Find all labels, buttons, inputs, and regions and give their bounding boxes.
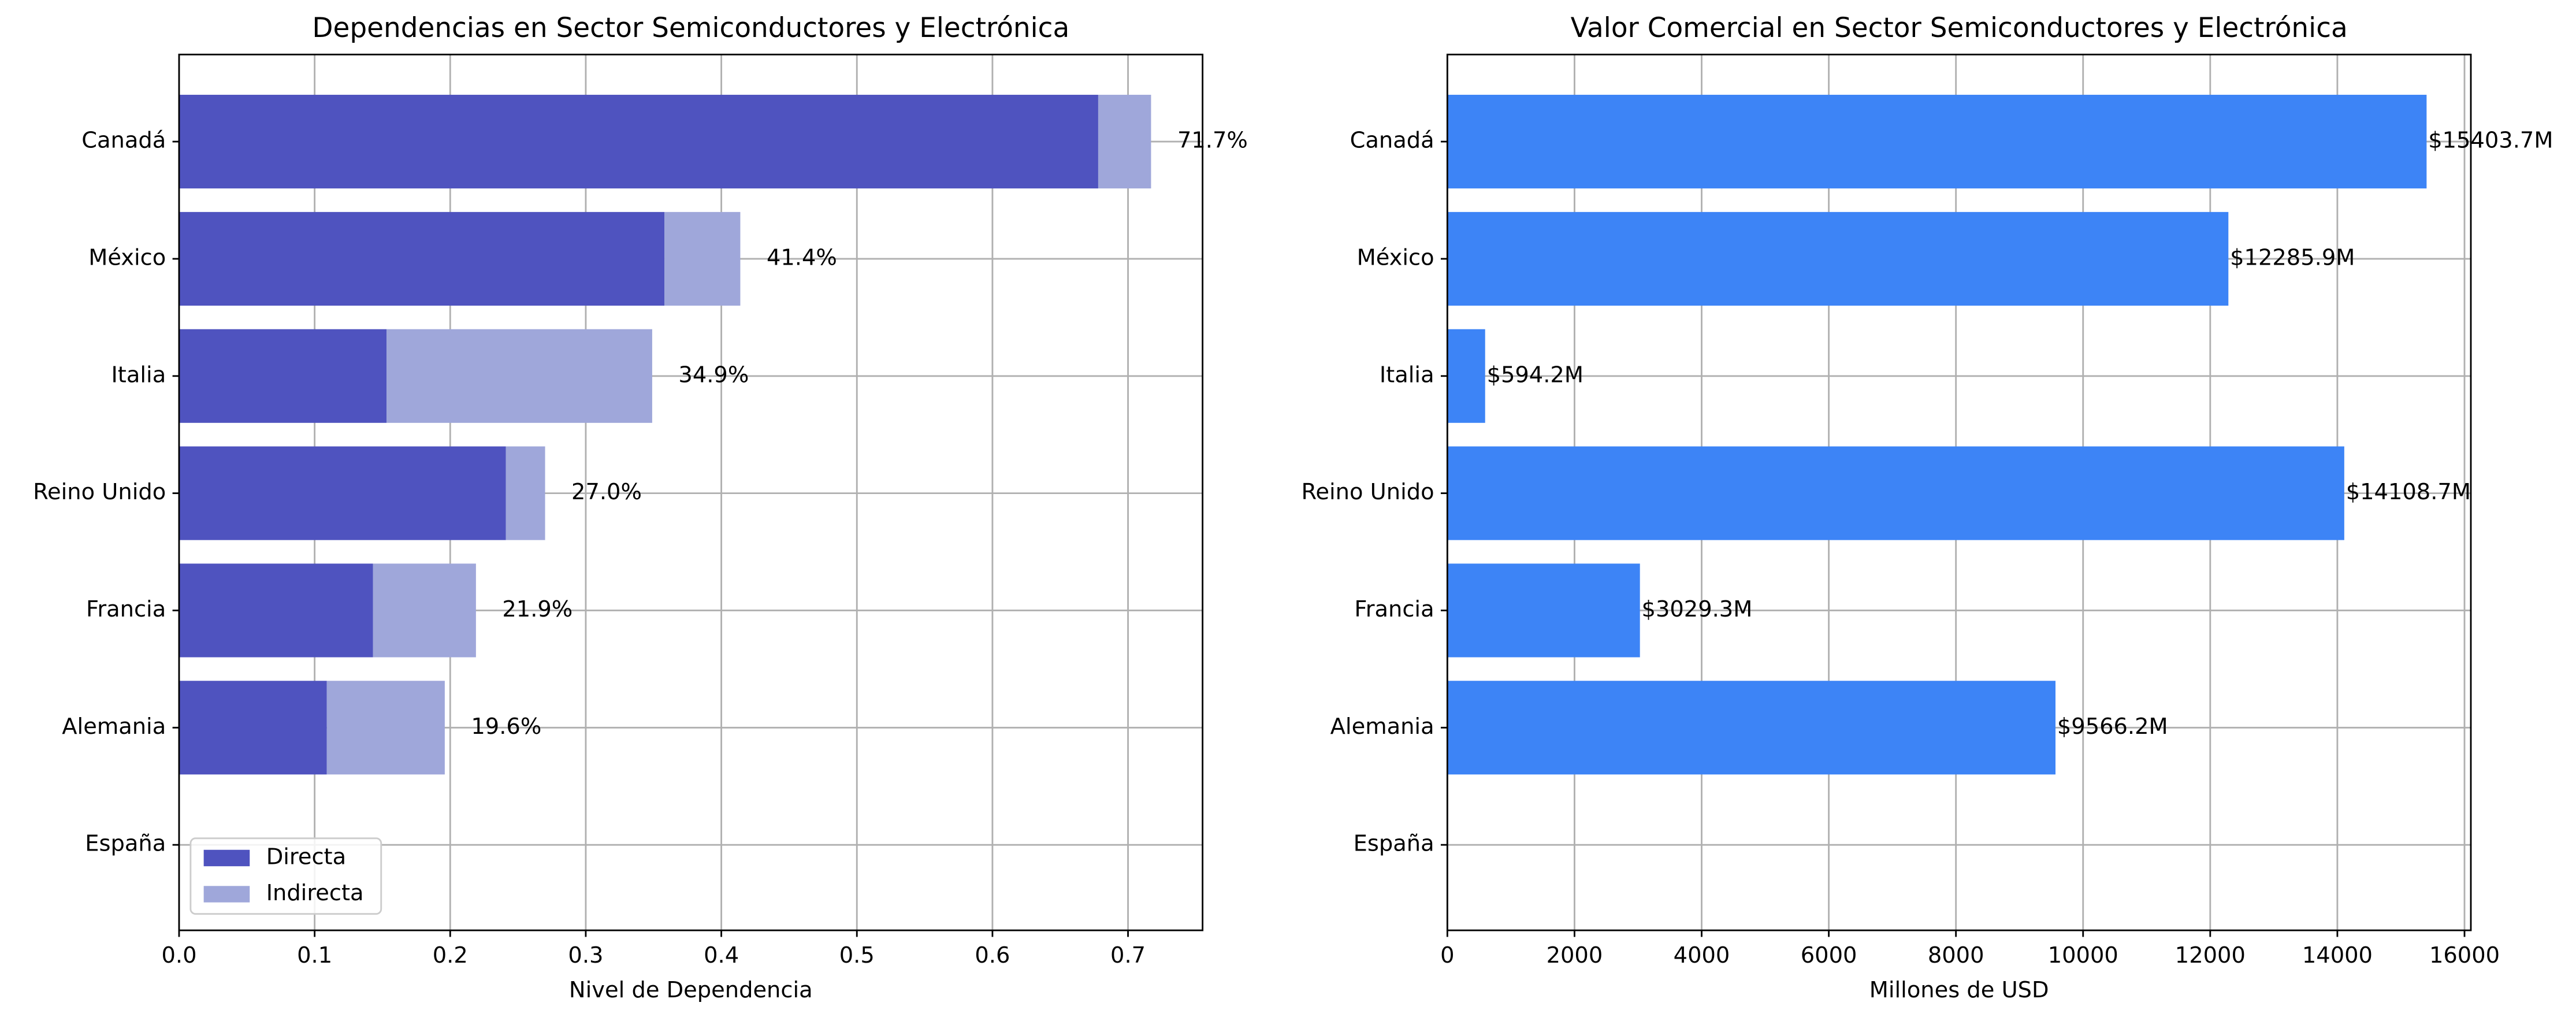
x-axis-label: Millones de USD [1869,977,2049,1003]
y-tick-label: Canadá [81,128,166,154]
total-label: 27.0% [571,479,642,505]
x-tick-label: 0.1 [297,942,332,968]
value-label: $14108.7M [2346,479,2471,505]
x-tick-label: 0.7 [1110,942,1146,968]
axes-frame [178,53,1204,931]
x-tick-label: 0.5 [839,942,875,968]
y-tick-label: Reino Unido [1301,479,1434,505]
bar [1447,681,2056,775]
bar [179,329,386,423]
x-tick-label: 2000 [1547,942,1603,968]
bar [1447,563,1640,658]
x-axis-label: Nivel de Dependencia [569,977,813,1003]
x-tick-label: 16000 [2429,942,2500,968]
chart-title: Valor Comercial en Sector Semiconductore… [1571,12,2348,44]
value-label: $12285.9M [2230,244,2355,270]
x-tick-label: 0.4 [704,942,739,968]
x-tick-label: 0 [1440,942,1454,968]
x-tick-label: 0.0 [161,942,196,968]
total-label: 71.7% [1177,128,1248,154]
total-label: 34.9% [678,362,749,388]
y-tick-label: España [85,831,166,857]
bar [326,681,445,775]
y-tick-label: España [1354,831,1434,857]
axes-frame [1446,53,2472,931]
legend-swatch [203,849,250,867]
bar [179,211,665,306]
bar [179,681,327,775]
y-tick-label: Reino Unido [33,479,166,505]
y-tick-label: Francia [86,596,166,622]
chart-title: Dependencias en Sector Semiconductores y… [312,12,1069,44]
x-tick-label: 14000 [2302,942,2373,968]
bar [1447,446,2344,540]
x-tick-label: 8000 [1928,942,1984,968]
x-tick-label: 0.2 [433,942,468,968]
value-label: $9566.2M [2057,714,2168,740]
y-tick-label: México [1357,244,1434,270]
value-label: $594.2M [1487,362,1583,388]
total-label: 21.9% [502,596,573,622]
bar [373,563,476,658]
x-tick-label: 10000 [2048,942,2118,968]
bar [386,329,652,423]
bar [179,95,1098,189]
legend-label: Indirecta [266,880,364,906]
y-tick-label: Canadá [1350,128,1434,154]
bar [1098,95,1151,189]
y-tick-label: México [88,244,166,270]
total-label: 19.6% [471,714,541,740]
x-tick-label: 6000 [1801,942,1857,968]
value-label: $15403.7M [2428,128,2553,154]
y-tick-label: Alemania [62,714,166,740]
bar [1447,95,2427,189]
x-tick-label: 12000 [2175,942,2246,968]
x-tick-label: 0.6 [975,942,1010,968]
x-tick-label: 0.3 [568,942,603,968]
y-tick-label: Italia [1380,362,1434,388]
x-tick-label: 4000 [1674,942,1730,968]
value-label: $3029.3M [1642,596,1753,622]
bar [179,563,373,658]
bar [1447,329,1485,423]
bar [505,446,545,540]
legend-label: Directa [266,844,346,870]
y-tick-label: Alemania [1330,714,1434,740]
total-label: 41.4% [767,244,837,270]
y-tick-label: Francia [1354,596,1434,622]
bar [1447,211,2229,306]
legend-swatch [203,886,250,903]
bar [664,211,741,306]
bar [179,446,506,540]
y-tick-label: Italia [111,362,166,388]
